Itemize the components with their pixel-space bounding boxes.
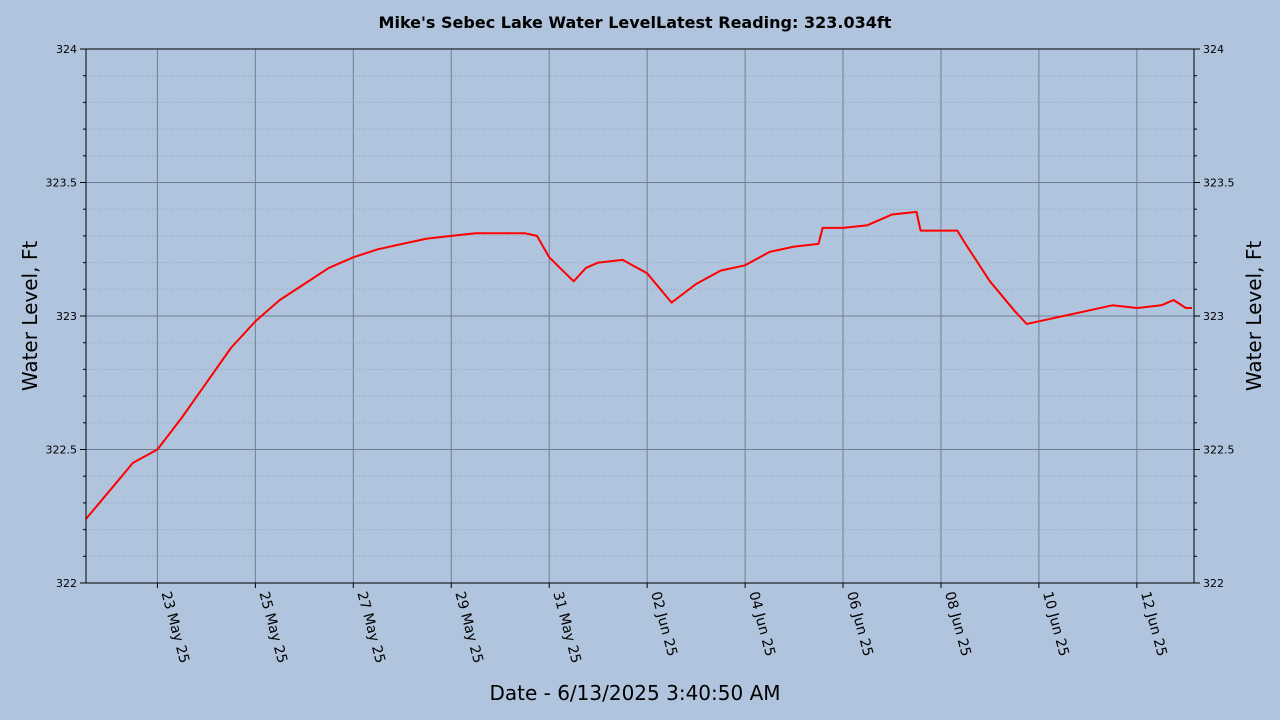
grid (86, 49, 1194, 583)
x-tick-label: 23 May 25 (158, 590, 192, 665)
plot-frame (85, 48, 1195, 584)
x-axis: 23 May 25 25 May 25 27 May 25 29 May 25 31 M… (156, 583, 1170, 665)
y-axis-label-left: Water Level, Ft (18, 241, 42, 391)
y-tick-label-left: 324 (56, 43, 77, 56)
x-tick-label: 08 Jun 25 (941, 590, 974, 658)
x-tick-label: 12 Jun 25 (1137, 590, 1170, 658)
x-tick-label: 04 Jun 25 (745, 590, 778, 658)
y-tick-label-right: 324 (1203, 43, 1224, 56)
series-lines (85, 210, 1192, 520)
x-tick-label: 25 May 25 (255, 590, 289, 665)
x-tick-label: 02 Jun 25 (647, 590, 680, 658)
y-tick-label-left: 323 (56, 310, 77, 323)
x-tick-label: 29 May 25 (451, 590, 485, 665)
x-tick-label: 06 Jun 25 (843, 590, 876, 658)
y-tick-label-right: 322.5 (1203, 444, 1235, 457)
y-tick-label-right: 323.5 (1203, 177, 1235, 190)
y-tick-label-left: 322 (56, 577, 77, 590)
x-axis-label: Date - 6/13/2025 3:40:50 AM (489, 681, 780, 705)
y-tick-label-right: 322 (1203, 577, 1224, 590)
y-tick-label-left: 322.5 (46, 444, 78, 457)
y-tick-label-left: 323.5 (46, 177, 78, 190)
chart-title: Mike's Sebec Lake Water LevelLatest Read… (379, 13, 892, 32)
x-tick-label: 31 May 25 (549, 590, 583, 665)
y-axis-right: 322 322.5 323 323.5 324 (1194, 43, 1235, 590)
x-tick-label: 10 Jun 25 (1039, 590, 1072, 658)
y-axis-left: 322 322.5 323 323.5 324 (46, 43, 86, 590)
water-level-line (85, 210, 1192, 520)
y-tick-label-right: 323 (1203, 310, 1224, 323)
x-tick-label: 27 May 25 (353, 590, 387, 665)
y-axis-label-right: Water Level, Ft (1242, 241, 1266, 391)
